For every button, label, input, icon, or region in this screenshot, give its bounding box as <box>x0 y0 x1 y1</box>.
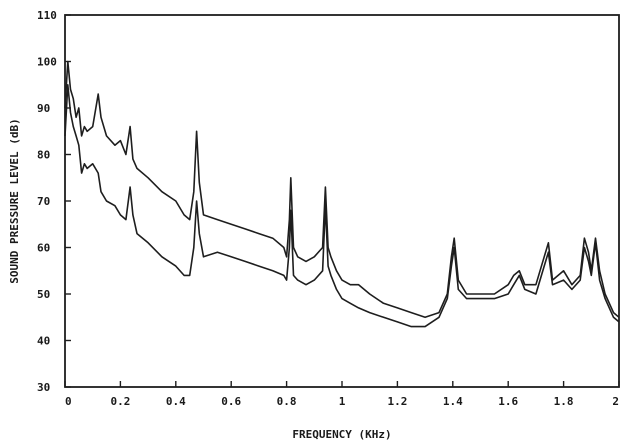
x-axis-ticks: 0 0.2 0.4 0.6 0.8 1 1.2 1.4 1.6 1.8 2 <box>64 381 620 408</box>
plot-frame <box>64 14 620 388</box>
y-tick-label: 50 <box>37 288 50 301</box>
x-tick-label: 0.4 <box>166 395 186 408</box>
x-tick-label: 0.2 <box>110 395 130 408</box>
x-tick-label: 0.8 <box>277 395 297 408</box>
x-tick-label: 1 <box>339 395 346 408</box>
series-layer <box>64 60 620 328</box>
y-tick-label: 100 <box>37 56 57 69</box>
y-tick-label: 80 <box>37 149 50 162</box>
y-tick-label: 110 <box>37 9 57 22</box>
y-tick-label: 60 <box>37 242 50 255</box>
y-tick-label: 70 <box>37 195 50 208</box>
x-tick-label: 1.4 <box>443 395 463 408</box>
y-tick-label: 40 <box>37 335 50 348</box>
x-tick-label: 1.8 <box>554 395 574 408</box>
y-axis-ticks: 30 40 50 60 70 80 90 100 110 <box>37 9 71 394</box>
y-tick-label: 90 <box>37 102 50 115</box>
y-tick-label: 30 <box>37 381 50 394</box>
x-tick-label: 0 <box>65 395 72 408</box>
x-axis-title: FREQUENCY (KHz) <box>292 428 391 441</box>
x-tick-label: 1.6 <box>498 395 518 408</box>
x-tick-label: 0.6 <box>221 395 241 408</box>
series-line-1 <box>64 60 620 319</box>
y-axis-title: SOUND PRESSURE LEVEL (dB) <box>8 118 21 284</box>
x-tick-label: 1.2 <box>387 395 407 408</box>
x-tick-label: 2 <box>612 395 619 408</box>
series-line-2 <box>64 84 620 328</box>
